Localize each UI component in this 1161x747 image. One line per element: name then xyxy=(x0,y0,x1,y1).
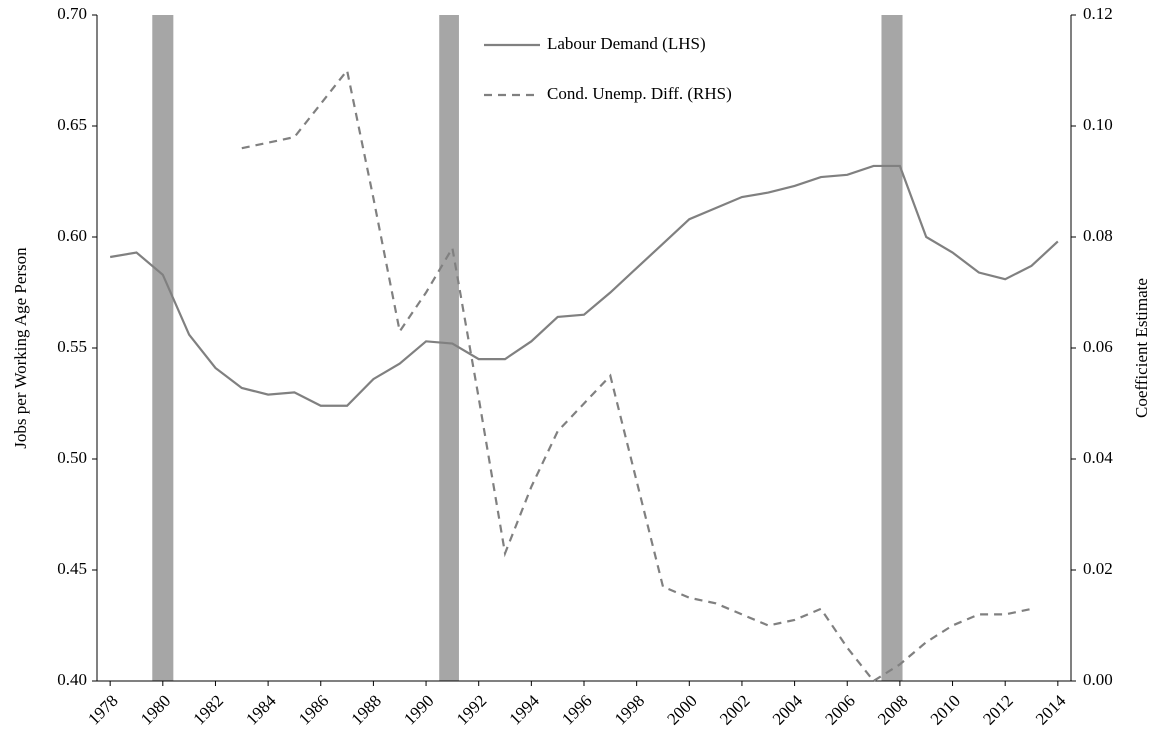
y2-tick-label: 0.02 xyxy=(1083,559,1113,578)
y-tick-label: 0.55 xyxy=(57,337,87,356)
x-tick-label: 1988 xyxy=(348,691,385,728)
series-line xyxy=(109,164,1059,407)
x-tick-label: 1980 xyxy=(137,691,174,728)
y2-tick-label: 0.00 xyxy=(1083,670,1113,689)
y-tick-label: 0.50 xyxy=(57,448,87,467)
x-tick-label: 1984 xyxy=(242,691,280,729)
x-tick-label: 2006 xyxy=(821,691,858,728)
x-tick-label: 1998 xyxy=(611,691,648,728)
y2-axis-label: Coefficient Estimate xyxy=(1132,278,1151,418)
y-axis-label: Jobs per Working Age Person xyxy=(11,247,30,449)
legend-label: Labour Demand (LHS) xyxy=(547,34,706,53)
y2-tick-label: 0.10 xyxy=(1083,115,1113,134)
x-tick-label: 1982 xyxy=(190,691,227,728)
y-tick-label: 0.65 xyxy=(57,115,87,134)
x-tick-label: 1996 xyxy=(558,691,595,728)
x-tick-label: 2000 xyxy=(663,691,700,728)
x-tick-label: 2004 xyxy=(769,691,807,729)
y2-tick-label: 0.12 xyxy=(1083,4,1113,23)
x-tick-label: 2014 xyxy=(1032,691,1070,729)
recession-bar xyxy=(152,15,174,681)
recession-bar xyxy=(439,15,459,681)
x-tick-label: 2002 xyxy=(716,691,753,728)
y2-tick-label: 0.08 xyxy=(1083,226,1113,245)
x-tick-label: 1990 xyxy=(400,691,437,728)
recession-bar xyxy=(881,15,903,681)
legend-label: Cond. Unemp. Diff. (RHS) xyxy=(547,84,732,103)
x-tick-label: 1986 xyxy=(295,691,332,728)
x-tick-label: 2008 xyxy=(874,691,911,728)
x-tick-label: 2010 xyxy=(927,691,964,728)
y2-tick-label: 0.06 xyxy=(1083,337,1113,356)
x-tick-label: 1992 xyxy=(453,691,490,728)
y-tick-label: 0.40 xyxy=(57,670,87,689)
y-tick-label: 0.70 xyxy=(57,4,87,23)
y-tick-label: 0.45 xyxy=(57,559,87,578)
series-line xyxy=(241,67,1032,683)
x-tick-label: 1978 xyxy=(84,691,121,728)
x-tick-label: 1994 xyxy=(505,691,543,729)
x-tick-label: 2012 xyxy=(979,691,1016,728)
y2-tick-label: 0.04 xyxy=(1083,448,1113,467)
y-tick-label: 0.60 xyxy=(57,226,87,245)
